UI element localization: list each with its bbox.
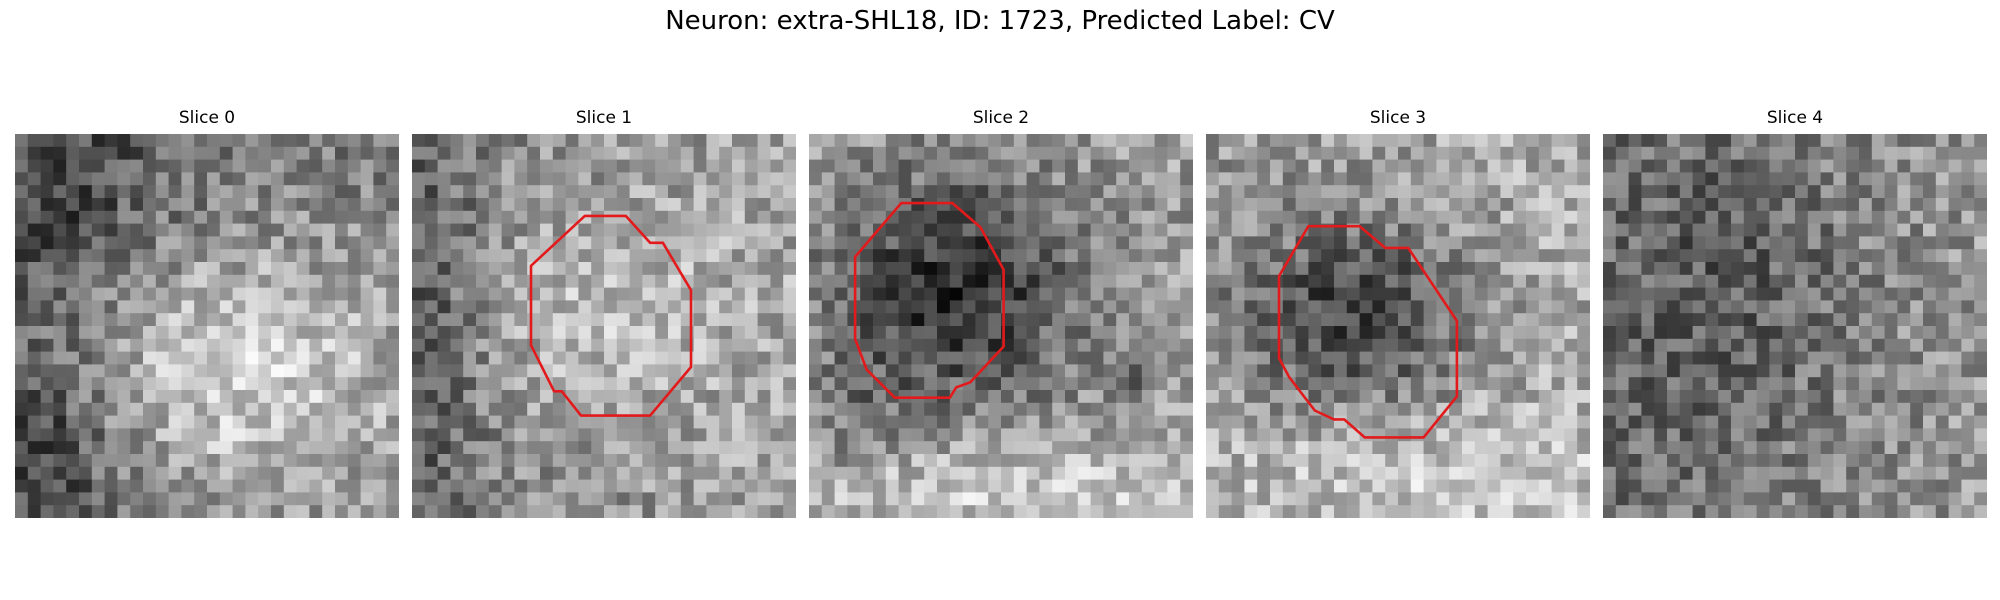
slice-image-3 [1206, 134, 1590, 518]
slice-image-4 [1603, 134, 1987, 518]
slice-image-2 [809, 134, 1193, 518]
roi-contour-2 [853, 201, 1005, 400]
slice-title-3: Slice 3 [1369, 108, 1427, 128]
roi-contour-3 [1277, 224, 1459, 439]
slice-title-0: Slice 0 [178, 108, 236, 128]
figure-title: Neuron: extra-SHL18, ID: 1723, Predicted… [665, 6, 1335, 36]
slice-image-0 [15, 134, 399, 518]
slice-title-2: Slice 2 [972, 108, 1030, 128]
slice-panel-2: Slice 2 [809, 108, 1193, 518]
slice-panel-4: Slice 4 [1603, 108, 1987, 518]
slice-panel-3: Slice 3 [1206, 108, 1590, 518]
roi-contour-1 [529, 214, 693, 417]
slice-title-4: Slice 4 [1766, 108, 1824, 128]
slice-panel-1: Slice 1 [412, 108, 796, 518]
slice-panel-0: Slice 0 [15, 108, 399, 518]
slice-title-1: Slice 1 [575, 108, 633, 128]
slice-image-1 [412, 134, 796, 518]
